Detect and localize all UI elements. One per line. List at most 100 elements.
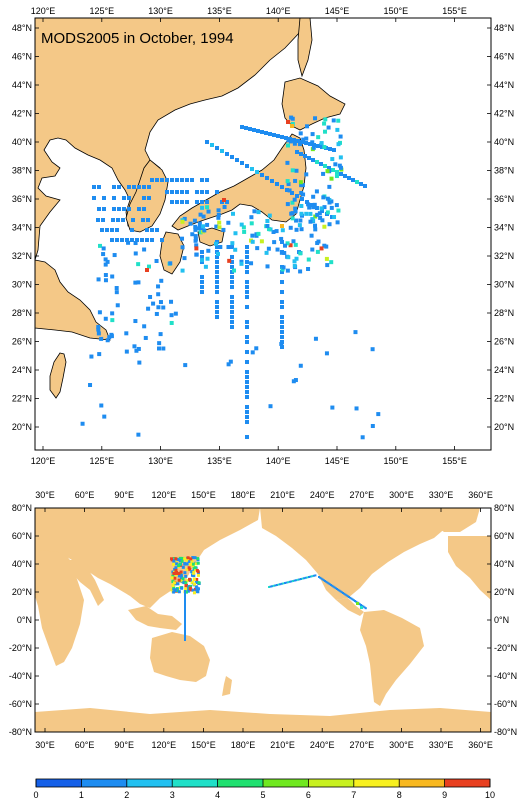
obs-cell — [98, 243, 103, 248]
central-america — [336, 598, 364, 616]
obs-cell — [265, 264, 270, 269]
europe-right — [448, 536, 491, 600]
obs-cell — [335, 220, 340, 225]
lon-label-top: 130°E — [148, 6, 173, 16]
obs-cell — [317, 211, 322, 216]
obs-cell — [297, 223, 302, 228]
obs-cell — [180, 236, 185, 241]
obs-cell — [308, 142, 312, 146]
obs-cell — [146, 264, 151, 269]
lon-label-bottom: 140°E — [266, 456, 291, 466]
obs-cell — [196, 573, 200, 577]
obs-cell — [184, 590, 188, 594]
lat-label-right: 30°N — [494, 280, 514, 290]
obs-cell — [186, 586, 190, 590]
colorbar-swatch — [172, 779, 218, 787]
global-axis-ticks: 30°E 30°E 60°E 60°E 90°E 90°E 120°E 120°E 150°E 1… — [9, 490, 517, 750]
obs-cell — [245, 350, 249, 354]
obs-cell — [184, 614, 186, 617]
obs-cell — [170, 557, 174, 561]
obs-cell — [337, 588, 340, 591]
obs-cell — [136, 346, 141, 351]
obs-cell — [137, 185, 141, 189]
obs-cell — [239, 259, 244, 264]
obs-cell — [230, 310, 234, 314]
obs-cell — [191, 588, 195, 592]
obs-cell — [169, 313, 174, 318]
obs-cell — [180, 178, 184, 182]
obs-cell — [320, 209, 324, 213]
colorbar-swatch — [353, 779, 400, 787]
obs-cell — [282, 250, 287, 255]
obs-cell — [326, 581, 329, 584]
obs-cell — [285, 160, 290, 165]
obs-cell — [292, 141, 297, 146]
obs-cell — [216, 208, 221, 213]
obs-cell — [306, 202, 311, 207]
lat-label-right: 22°N — [494, 394, 514, 404]
obs-cell — [194, 562, 198, 566]
obs-cell — [351, 598, 354, 601]
regional-map: MODS2005 in October, 1994 120°E 120°E 125°… — [12, 6, 514, 466]
obs-cell — [96, 218, 100, 222]
lon-label-top: 135°E — [207, 6, 232, 16]
obs-cell — [315, 206, 319, 210]
obs-cell — [202, 228, 207, 233]
obs-cell — [280, 345, 284, 349]
obs-cell — [266, 227, 271, 232]
obs-cell — [307, 205, 312, 210]
obs-cell — [292, 263, 297, 268]
obs-cell — [245, 325, 249, 329]
obs-cell — [102, 207, 106, 211]
obs-cell — [245, 164, 249, 168]
obs-cell — [331, 584, 334, 587]
obs-cell — [288, 580, 291, 583]
obs-cell — [215, 310, 219, 314]
colorbar-label: 6 — [306, 790, 311, 800]
lon-label-top: 120°E — [151, 490, 176, 500]
obs-cell — [338, 134, 343, 139]
obs-cell — [101, 218, 105, 222]
obs-cell — [279, 236, 284, 241]
obs-cell — [180, 559, 184, 563]
obs-cell — [311, 205, 316, 210]
obs-cell — [97, 185, 101, 189]
obs-cell — [304, 211, 309, 216]
obs-cell — [338, 155, 343, 160]
obs-cell — [184, 593, 186, 596]
obs-cell — [312, 143, 316, 147]
obs-cell — [305, 200, 309, 204]
obs-cell — [333, 162, 338, 167]
obs-cell — [230, 155, 234, 159]
obs-cell — [174, 568, 178, 572]
lat-label-left: 60°N — [12, 531, 32, 541]
obs-cell — [150, 238, 154, 242]
obs-cell — [292, 138, 296, 142]
obs-cell — [214, 241, 219, 246]
obs-cell — [161, 305, 166, 310]
obs-cell — [271, 585, 274, 588]
australia — [150, 632, 210, 682]
obs-cell — [233, 231, 238, 236]
obs-cell — [200, 250, 204, 254]
obs-cell — [334, 174, 339, 179]
obs-cell — [112, 253, 117, 258]
obs-cell — [192, 218, 197, 223]
obs-cell — [205, 190, 209, 194]
obs-cell — [308, 211, 313, 216]
obs-cell — [336, 118, 341, 123]
obs-cell — [299, 183, 304, 188]
obs-cell — [160, 238, 164, 242]
obs-cell — [184, 602, 186, 605]
obs-cell — [178, 556, 182, 560]
obs-cell — [280, 305, 284, 309]
obs-cell — [286, 255, 291, 260]
obs-cell — [275, 182, 279, 186]
obs-cell — [147, 185, 151, 189]
obs-cell — [141, 218, 145, 222]
obs-cell — [127, 185, 131, 189]
obs-cell — [294, 256, 299, 261]
obs-cell — [215, 285, 219, 289]
obs-cell — [156, 284, 161, 289]
obs-cell — [264, 250, 269, 255]
